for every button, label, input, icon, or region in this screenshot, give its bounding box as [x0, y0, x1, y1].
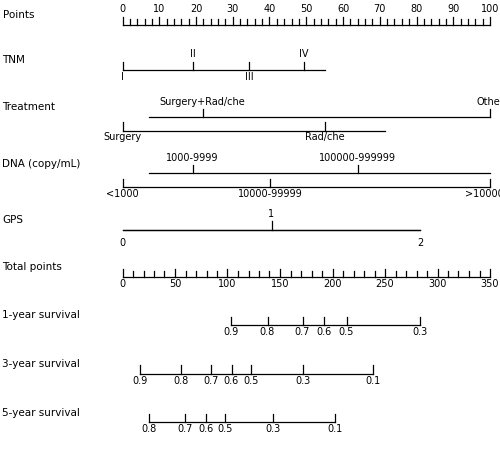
Text: 350: 350 — [481, 279, 499, 289]
Text: II: II — [190, 50, 196, 59]
Text: 0: 0 — [120, 4, 126, 14]
Text: Surgery: Surgery — [104, 132, 142, 142]
Text: 1000-9999: 1000-9999 — [166, 153, 219, 163]
Text: 40: 40 — [264, 4, 276, 14]
Text: 80: 80 — [410, 4, 422, 14]
Text: GPS: GPS — [2, 215, 24, 225]
Text: III: III — [244, 72, 254, 82]
Text: 0.3: 0.3 — [412, 327, 428, 337]
Text: 0.9: 0.9 — [224, 327, 238, 337]
Text: 0.6: 0.6 — [224, 376, 239, 386]
Text: 50: 50 — [169, 279, 181, 289]
Text: <1000: <1000 — [106, 189, 139, 198]
Text: 0: 0 — [120, 279, 126, 289]
Text: Total points: Total points — [2, 262, 62, 272]
Text: 0.5: 0.5 — [218, 424, 232, 434]
Text: 0.8: 0.8 — [142, 424, 156, 434]
Text: 1: 1 — [268, 209, 274, 219]
Text: TNM: TNM — [2, 55, 26, 65]
Text: 60: 60 — [337, 4, 349, 14]
Text: 0.6: 0.6 — [198, 424, 214, 434]
Text: 0.3: 0.3 — [295, 376, 310, 386]
Text: 50: 50 — [300, 4, 312, 14]
Text: 10000-99999: 10000-99999 — [238, 189, 302, 198]
Text: DNA (copy/mL): DNA (copy/mL) — [2, 159, 81, 169]
Text: 100: 100 — [218, 279, 236, 289]
Text: 20: 20 — [190, 4, 202, 14]
Text: 0.7: 0.7 — [295, 327, 310, 337]
Text: 0.7: 0.7 — [204, 376, 218, 386]
Text: Treatment: Treatment — [2, 103, 56, 112]
Text: 30: 30 — [226, 4, 239, 14]
Text: 0.5: 0.5 — [244, 376, 258, 386]
Text: Other: Other — [476, 97, 500, 107]
Text: 90: 90 — [447, 4, 460, 14]
Text: 150: 150 — [271, 279, 289, 289]
Text: 1-year survival: 1-year survival — [2, 310, 80, 320]
Text: 250: 250 — [376, 279, 394, 289]
Text: 0: 0 — [120, 238, 126, 248]
Text: 5-year survival: 5-year survival — [2, 408, 80, 418]
Text: 70: 70 — [374, 4, 386, 14]
Text: 200: 200 — [323, 279, 342, 289]
Text: 10: 10 — [153, 4, 166, 14]
Text: Rad/che: Rad/che — [305, 132, 345, 142]
Text: 100000-999999: 100000-999999 — [319, 153, 396, 163]
Text: >1000000: >1000000 — [464, 189, 500, 198]
Text: Points: Points — [2, 10, 34, 20]
Text: IV: IV — [299, 50, 309, 59]
Text: 0.7: 0.7 — [178, 424, 192, 434]
Text: 3-year survival: 3-year survival — [2, 359, 80, 369]
Text: Surgery+Rad/che: Surgery+Rad/che — [160, 97, 246, 107]
Text: 0.5: 0.5 — [339, 327, 354, 337]
Text: 0.8: 0.8 — [174, 376, 188, 386]
Text: 0.1: 0.1 — [365, 376, 380, 386]
Text: 2: 2 — [417, 238, 423, 248]
Text: 0.1: 0.1 — [328, 424, 342, 434]
Text: 0.9: 0.9 — [132, 376, 148, 386]
Text: I: I — [121, 72, 124, 82]
Text: 100: 100 — [481, 4, 499, 14]
Text: 300: 300 — [428, 279, 446, 289]
Text: 0.6: 0.6 — [316, 327, 332, 337]
Text: 0.3: 0.3 — [265, 424, 280, 434]
Text: 0.8: 0.8 — [260, 327, 275, 337]
